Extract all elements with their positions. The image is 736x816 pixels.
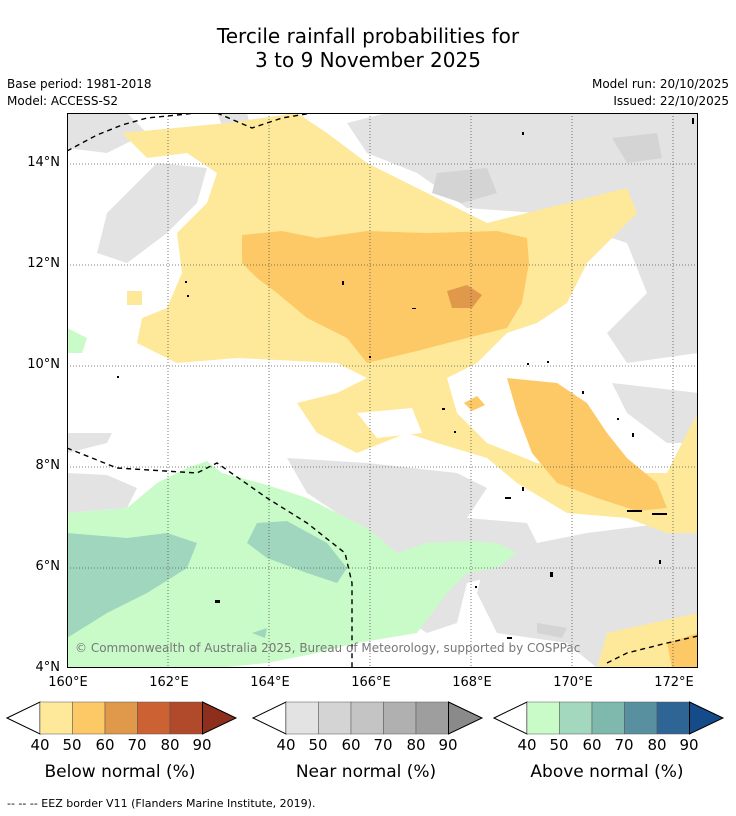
near-normal-50-regions: [432, 133, 662, 638]
above-tick: 80: [647, 736, 667, 754]
model-name: Model: ACCESS-S2: [7, 94, 119, 108]
map-title-line1: Tercile rainfall probabilities for: [216, 24, 520, 48]
near-colorbar-swatch: [415, 701, 449, 735]
eez-borders: [67, 113, 698, 668]
below-colorbar-swatch: [169, 701, 203, 735]
map-canvas: [67, 113, 698, 668]
model-run-date: Model run: 20/10/2025: [591, 77, 729, 91]
near-tick: 70: [373, 736, 393, 754]
above-normal-50-regions: [67, 521, 347, 638]
below-colorbar-swatch: [137, 701, 171, 735]
above-tick: 90: [679, 736, 699, 754]
near-colorbar-swatches: [285, 701, 449, 735]
lat-label: 4°N: [35, 660, 61, 675]
above-tick: 70: [614, 736, 634, 754]
probability-map: [67, 113, 698, 668]
lon-label: 170°E: [553, 675, 593, 690]
eez-footnote: -- -- -- EEZ border V11 (Flanders Marine…: [7, 797, 316, 810]
lat-label: 12°N: [27, 256, 60, 271]
below-normal-legend-title: Below normal (%): [44, 762, 196, 782]
issued-date: Issued: 22/10/2025: [613, 94, 729, 108]
near-tick: 90: [438, 736, 458, 754]
lon-label: 172°E: [654, 675, 694, 690]
below-tick: 50: [62, 736, 82, 754]
near-tick: 80: [406, 736, 426, 754]
above-normal-colorbar: [493, 701, 725, 735]
below-colorbar-swatch: [104, 701, 138, 735]
above-tick: 60: [582, 736, 602, 754]
map-gridlines: [67, 113, 698, 668]
island-markers: [117, 118, 694, 639]
below-colorbar-swatches: [39, 701, 203, 735]
near-colorbar-swatch: [285, 701, 319, 735]
near-normal-colorbar: [252, 701, 484, 735]
lat-label: 8°N: [35, 458, 61, 473]
below-colorbar-swatch: [39, 701, 73, 735]
lon-label: 162°E: [149, 675, 189, 690]
below-normal-60-regions: [447, 285, 482, 308]
below-colorbar-swatch: [202, 701, 238, 735]
above-colorbar-swatch: [559, 701, 593, 735]
near-tick: 60: [341, 736, 361, 754]
above-colorbar-swatch: [689, 701, 725, 735]
below-normal-colorbar: [6, 701, 238, 735]
lat-label: 6°N: [35, 559, 61, 574]
below-tick: 40: [30, 736, 50, 754]
above-colorbar-swatch: [591, 701, 625, 735]
above-colorbar-swatches: [526, 701, 690, 735]
above-colorbar-swatch: [526, 701, 560, 735]
below-tick: 90: [192, 736, 212, 754]
above-colorbar-swatch: [656, 701, 690, 735]
near-colorbar-swatch: [448, 701, 484, 735]
lon-label: 160°E: [48, 675, 88, 690]
near-normal-legend-title: Near normal (%): [295, 762, 437, 782]
below-tick: 60: [95, 736, 115, 754]
below-colorbar-swatch: [72, 701, 106, 735]
above-colorbar-swatch: [624, 701, 658, 735]
lon-label: 164°E: [250, 675, 290, 690]
lat-label: 10°N: [27, 357, 60, 372]
neutral-gaps: [67, 363, 422, 438]
below-tick: 70: [127, 736, 147, 754]
near-tick: 40: [276, 736, 296, 754]
near-tick: 50: [308, 736, 328, 754]
near-colorbar-swatch: [350, 701, 384, 735]
copyright-notice: © Commonwealth of Australia 2025, Bureau…: [75, 641, 581, 655]
base-period: Base period: 1981-2018: [7, 77, 152, 91]
near-colorbar-swatch: [383, 701, 417, 735]
lon-label: 168°E: [452, 675, 492, 690]
below-tick: 80: [160, 736, 180, 754]
below-normal-50-regions: [242, 231, 698, 668]
above-tick: 40: [517, 736, 537, 754]
map-title-line2: 3 to 9 November 2025: [255, 48, 481, 72]
above-normal-legend-title: Above normal (%): [530, 762, 684, 782]
lon-label: 166°E: [351, 675, 391, 690]
above-tick: 50: [549, 736, 569, 754]
lat-label: 14°N: [27, 155, 60, 170]
near-colorbar-swatch: [318, 701, 352, 735]
